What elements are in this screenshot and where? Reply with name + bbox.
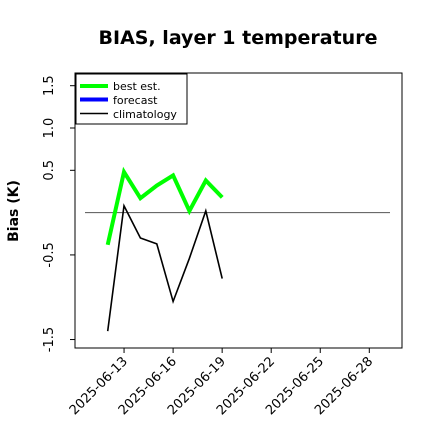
x-axis-ticks: 2025-06-132025-06-162025-06-192025-06-22… — [67, 348, 376, 418]
series-line-best-est — [105, 166, 224, 246]
y-tick-label: -0.5 — [42, 242, 57, 267]
chart-title: BIAS, layer 1 temperature — [99, 27, 378, 49]
series-layer — [105, 166, 224, 332]
y-tick-label: 0.5 — [42, 160, 57, 181]
y-axis-label: Bias (K) — [6, 180, 22, 242]
y-tick-label: 1.0 — [42, 118, 57, 139]
legend-label-best-est: best est. — [113, 80, 161, 93]
y-tick-label: 1.5 — [42, 75, 57, 96]
y-axis-ticks: -1.5 -0.5 0.5 1.0 1.5 — [42, 75, 75, 352]
y-tick-label: -1.5 — [42, 327, 57, 352]
legend: best est. forecast climatology — [75, 73, 188, 125]
legend-label-climatology: climatology — [113, 108, 177, 121]
series-line-climatology — [106, 203, 223, 332]
plot-frame — [74, 72, 403, 349]
legend-label-forecast: forecast — [113, 94, 158, 107]
